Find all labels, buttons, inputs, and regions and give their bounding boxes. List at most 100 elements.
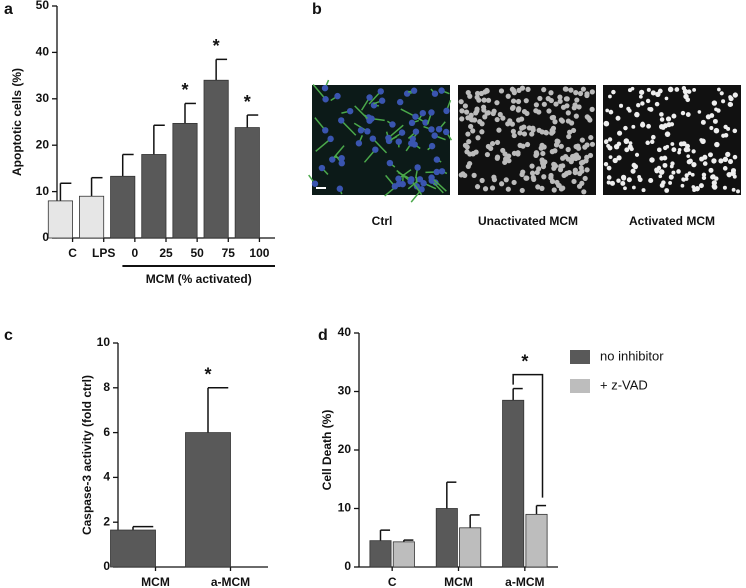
- nucleus: [562, 86, 568, 92]
- nucleus: [377, 88, 384, 95]
- nucleus: [410, 87, 418, 94]
- nucleus: [389, 121, 396, 128]
- nucleus: [649, 157, 655, 163]
- nucleus: [572, 102, 578, 108]
- nucleus: [709, 126, 714, 131]
- nucleus: [636, 103, 641, 108]
- nucleus: [467, 93, 473, 99]
- y-tick-label: 40: [338, 325, 352, 339]
- y-tick-label: 2: [103, 514, 110, 528]
- nucleus: [391, 183, 399, 190]
- nucleus: [516, 117, 522, 123]
- nucleus: [680, 110, 686, 116]
- nucleus: [728, 96, 734, 102]
- nucleus: [567, 129, 573, 135]
- nucleus: [687, 171, 692, 176]
- nucleus: [355, 140, 363, 147]
- nucleus: [574, 97, 580, 103]
- nucleus: [476, 97, 482, 103]
- nucleus: [663, 145, 668, 151]
- nucleus: [557, 98, 563, 104]
- nucleus: [690, 172, 695, 177]
- nucleus: [414, 164, 421, 171]
- nucleus: [664, 188, 670, 193]
- nucleus: [334, 92, 341, 100]
- nucleus: [398, 129, 406, 136]
- nucleus: [473, 149, 479, 155]
- cell-process: [315, 138, 332, 152]
- nucleus: [378, 97, 386, 104]
- nucleus: [668, 180, 673, 185]
- y-axis-label: Apoptotic cells (%): [10, 68, 24, 176]
- nucleus: [731, 168, 737, 174]
- nucleus: [553, 101, 559, 107]
- nucleus: [632, 164, 639, 170]
- nucleus: [526, 125, 532, 131]
- bar: [203, 79, 229, 239]
- nucleus: [725, 151, 731, 158]
- nucleus: [443, 107, 450, 115]
- nucleus: [395, 138, 402, 145]
- nucleus: [623, 186, 627, 191]
- nucleus: [467, 151, 473, 157]
- nucleus: [408, 176, 415, 184]
- nucleus: [485, 97, 492, 103]
- nucleus: [617, 130, 623, 136]
- panel-letter: a: [4, 1, 13, 18]
- nucleus: [491, 177, 498, 183]
- nucleus: [435, 126, 443, 133]
- nucleus: [471, 172, 477, 178]
- nucleus: [499, 181, 505, 187]
- legend-swatch: [570, 379, 590, 393]
- nucleus: [629, 146, 634, 152]
- nucleus: [659, 156, 664, 161]
- nucleus: [718, 158, 724, 164]
- nucleus: [506, 158, 512, 164]
- nucleus: [529, 163, 535, 169]
- nucleus: [714, 176, 719, 181]
- nucleus: [671, 170, 676, 175]
- nucleus: [616, 178, 621, 183]
- nucleus: [624, 147, 630, 153]
- nucleus: [338, 154, 345, 162]
- nucleus: [707, 152, 713, 158]
- nucleus: [701, 175, 707, 181]
- nucleus: [573, 90, 579, 96]
- image-caption: Unactivated MCM: [477, 214, 578, 228]
- x-tick-label: a-MCM: [505, 575, 544, 588]
- nucleus: [680, 183, 685, 188]
- y-tick-label: 50: [36, 0, 50, 12]
- nucleus: [489, 185, 496, 191]
- nucleus: [686, 154, 691, 159]
- nucleus: [530, 127, 536, 133]
- nucleus: [500, 115, 506, 121]
- nucleus: [515, 98, 522, 105]
- nucleus: [609, 180, 616, 186]
- bar: [525, 513, 548, 568]
- nucleus: [628, 141, 633, 146]
- nucleus: [369, 135, 377, 142]
- nucleus: [659, 112, 664, 117]
- nucleus: [484, 151, 491, 158]
- nucleus: [722, 185, 727, 190]
- nucleus: [529, 131, 535, 137]
- nucleus: [465, 131, 471, 137]
- nucleus: [712, 118, 718, 124]
- nucleus: [571, 178, 577, 185]
- nucleus: [548, 90, 554, 96]
- y-tick-label: 20: [36, 137, 50, 151]
- nucleus: [346, 107, 354, 115]
- nucleus: [691, 185, 696, 189]
- nucleus: [639, 89, 645, 95]
- nucleus: [412, 128, 420, 135]
- nucleus: [669, 122, 675, 127]
- nucleus: [681, 178, 686, 182]
- y-axis-label: Caspase-3 activity (fold ctrl): [80, 375, 94, 535]
- nucleus: [619, 103, 624, 108]
- nucleus: [671, 147, 677, 153]
- nucleus: [490, 110, 496, 117]
- nucleus: [497, 111, 503, 118]
- nucleus: [650, 90, 656, 96]
- y-tick-label: 8: [103, 380, 110, 394]
- nucleus: [589, 141, 596, 147]
